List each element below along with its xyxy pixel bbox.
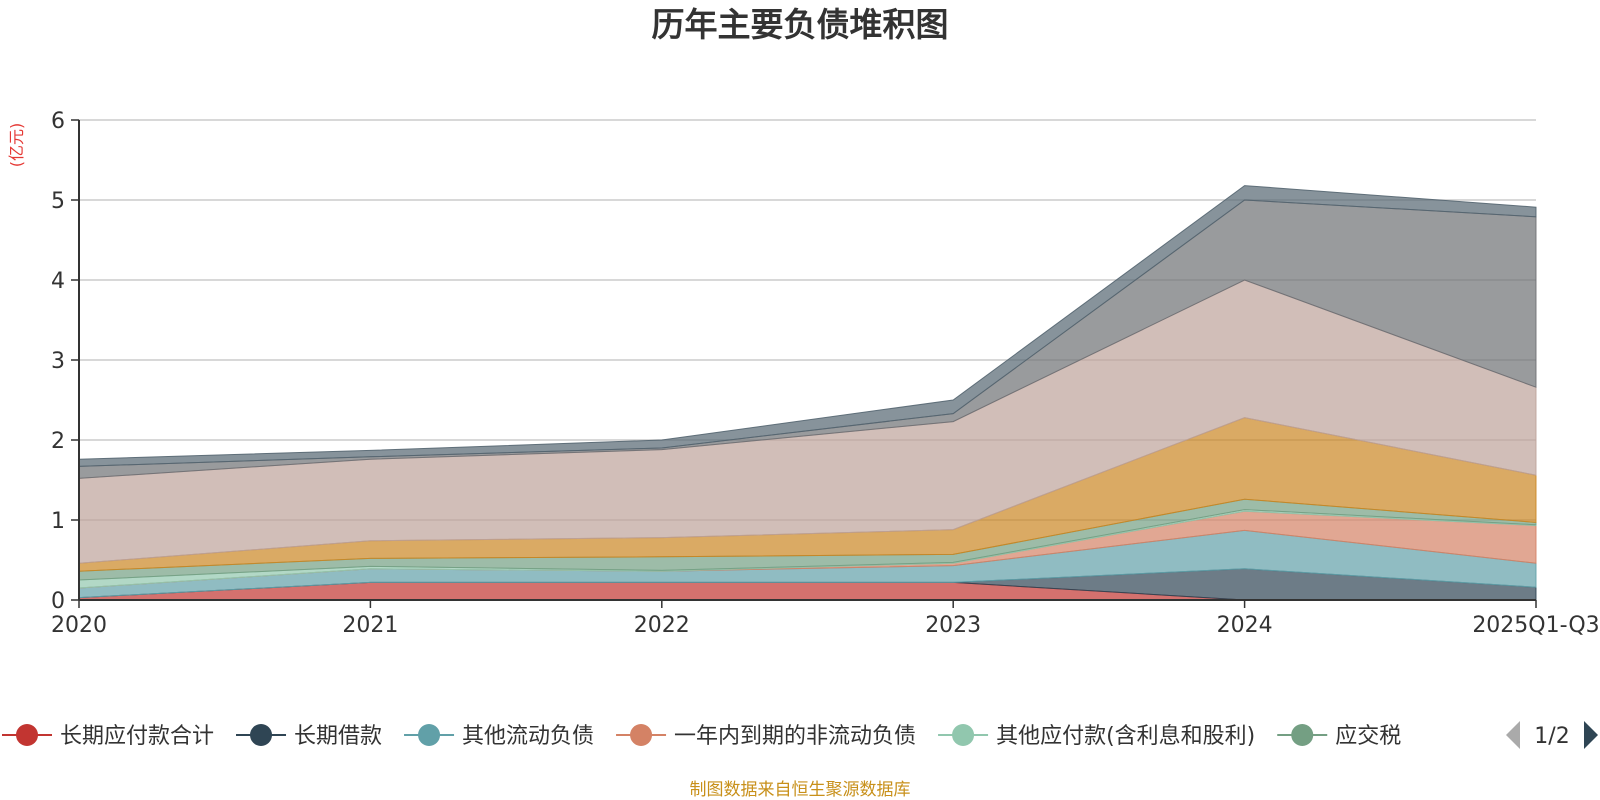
legend[interactable]: 长期应付款合计 长期借款 其他流动负债 一年内到期的非流动负债 其他应付款(含利息和股利… — [2, 721, 1598, 749]
legend-marker — [16, 724, 38, 746]
legend-marker — [630, 724, 653, 746]
legend-item[interactable]: 长期借款 — [236, 724, 382, 749]
x-tick-label: 2022 — [634, 613, 690, 638]
y-axis-unit: (亿元) — [7, 123, 26, 168]
legend-item[interactable]: 长期应付款合计 — [2, 724, 214, 749]
legend-prev-icon[interactable] — [1506, 721, 1520, 749]
legend-marker — [250, 724, 273, 746]
y-tick-label: 4 — [51, 269, 65, 294]
legend-item[interactable]: 应交税 — [1277, 724, 1401, 749]
area-series-9[interactable] — [78, 185, 1537, 467]
legend-marker — [1291, 724, 1314, 746]
y-tick-label: 1 — [51, 509, 65, 534]
y-tick-label: 6 — [51, 109, 65, 134]
legend-label: 长期应付款合计 — [60, 724, 214, 749]
x-tick-label: 2024 — [1217, 613, 1273, 638]
legend-item[interactable]: 其他应付款(含利息和股利) — [938, 724, 1255, 749]
legend-label: 应交税 — [1335, 724, 1401, 749]
y-tick-label: 2 — [51, 429, 65, 454]
legend-label: 其他应付款(含利息和股利) — [996, 724, 1255, 749]
y-tick-label: 5 — [51, 189, 65, 214]
x-tick-label: 2021 — [342, 613, 398, 638]
legend-marker — [418, 724, 441, 746]
stacked-areas — [78, 185, 1537, 601]
chart-title: 历年主要负债堆积图 — [652, 5, 949, 44]
legend-label: 一年内到期的非流动负债 — [674, 724, 916, 749]
y-tick-label: 0 — [51, 589, 65, 614]
footer-source: 制图数据来自恒生聚源数据库 — [690, 780, 911, 800]
legend-label: 其他流动负债 — [462, 724, 594, 749]
legend-page-indicator: 1/2 — [1534, 724, 1569, 749]
legend-next-icon[interactable] — [1584, 721, 1598, 749]
legend-label: 长期借款 — [294, 724, 382, 749]
x-tick-label: 2020 — [51, 613, 107, 638]
y-tick-label: 3 — [51, 349, 65, 374]
legend-item[interactable]: 一年内到期的非流动负债 — [616, 724, 916, 749]
legend-item[interactable]: 其他流动负债 — [404, 724, 594, 749]
axes: 0 1 2 3 4 5 6 2020 2021 2022 2023 2024 2025Q1-Q3 — [51, 109, 1600, 638]
x-tick-label: 2023 — [925, 613, 981, 638]
legend-marker — [952, 724, 975, 746]
x-tick-label: 2025Q1-Q3 — [1472, 613, 1599, 638]
